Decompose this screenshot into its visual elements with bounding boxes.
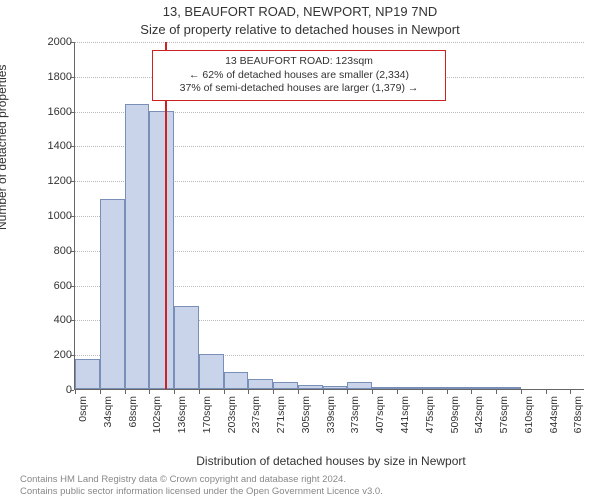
- x-tick-label: 237sqm: [250, 396, 262, 433]
- y-tick-mark: [70, 112, 74, 113]
- x-tick-label: 0sqm: [77, 396, 89, 422]
- histogram-bar: [149, 111, 174, 389]
- x-tick-label: 34sqm: [102, 396, 114, 428]
- histogram-bar: [422, 387, 447, 389]
- histogram-bar: [397, 387, 422, 389]
- annotation-line2: ← 62% of detached houses are smaller (2,…: [159, 69, 439, 83]
- x-tick-label: 271sqm: [275, 396, 287, 433]
- y-tick-label: 1200: [36, 175, 72, 187]
- histogram-bar: [199, 354, 224, 389]
- histogram-bar: [224, 372, 249, 389]
- histogram-bar: [347, 382, 372, 389]
- y-tick-mark: [70, 355, 74, 356]
- x-tick-label: 610sqm: [523, 396, 535, 433]
- histogram-bar: [100, 199, 125, 389]
- y-tick-mark: [70, 286, 74, 287]
- x-tick-label: 475sqm: [424, 396, 436, 433]
- x-tick-label: 170sqm: [201, 396, 213, 433]
- x-tick-label: 509sqm: [449, 396, 461, 433]
- x-tick-label: 441sqm: [399, 396, 411, 433]
- y-tick-label: 200: [36, 349, 72, 361]
- histogram-bar: [496, 387, 521, 389]
- y-tick-label: 600: [36, 280, 72, 292]
- y-tick-label: 0: [36, 384, 72, 396]
- histogram-bar: [298, 385, 323, 389]
- histogram-bar: [125, 104, 150, 389]
- x-tick-label: 339sqm: [325, 396, 337, 433]
- x-tick-label: 407sqm: [374, 396, 386, 433]
- y-axis-ticks: 0200400600800100012001400160018002000: [34, 42, 74, 390]
- y-tick-mark: [70, 181, 74, 182]
- y-tick-mark: [70, 216, 74, 217]
- x-tick-label: 542sqm: [473, 396, 485, 433]
- x-tick-label: 102sqm: [151, 396, 163, 433]
- x-tick-label: 136sqm: [176, 396, 188, 433]
- y-tick-mark: [70, 320, 74, 321]
- footer-attribution: Contains HM Land Registry data © Crown c…: [20, 474, 590, 498]
- gridline: [75, 42, 584, 43]
- annotation-line3: 37% of semi-detached houses are larger (…: [159, 82, 439, 96]
- y-tick-label: 1000: [36, 210, 72, 222]
- chart-title-line2: Size of property relative to detached ho…: [0, 22, 600, 37]
- x-tick-label: 68sqm: [127, 396, 139, 428]
- y-tick-mark: [70, 77, 74, 78]
- y-tick-label: 2000: [36, 36, 72, 48]
- footer-line1: Contains HM Land Registry data © Crown c…: [20, 474, 590, 486]
- annotation-box: 13 BEAUFORT ROAD: 123sqm ← 62% of detach…: [152, 50, 446, 101]
- x-tick-label: 373sqm: [349, 396, 361, 433]
- histogram-bar: [471, 387, 496, 389]
- histogram-bar: [248, 379, 273, 389]
- x-axis-label: Distribution of detached houses by size …: [74, 454, 588, 468]
- x-tick-label: 203sqm: [226, 396, 238, 433]
- plot-area: 13 BEAUFORT ROAD: 123sqm ← 62% of detach…: [74, 42, 584, 390]
- histogram-bar: [323, 386, 348, 389]
- histogram-bar: [372, 387, 397, 389]
- x-tick-label: 305sqm: [300, 396, 312, 433]
- y-axis-label: Number of detached properties: [0, 65, 9, 230]
- y-tick-mark: [70, 42, 74, 43]
- histogram-bar: [174, 306, 199, 389]
- y-tick-label: 1600: [36, 106, 72, 118]
- histogram-bar: [75, 359, 100, 389]
- annotation-line1: 13 BEAUFORT ROAD: 123sqm: [159, 55, 439, 69]
- y-tick-label: 400: [36, 314, 72, 326]
- x-axis-ticks: 0sqm 34sqm 68sqm 102sqm 136sqm 170sqm 203sqm 23…: [74, 390, 584, 450]
- x-tick-label: 576sqm: [498, 396, 510, 433]
- x-tick-label: 678sqm: [572, 396, 584, 433]
- y-tick-label: 1800: [36, 71, 72, 83]
- histogram-bar: [273, 382, 298, 389]
- chart-title-line1: 13, BEAUFORT ROAD, NEWPORT, NP19 7ND: [0, 4, 600, 19]
- y-tick-label: 1400: [36, 140, 72, 152]
- y-tick-mark: [70, 146, 74, 147]
- footer-line2: Contains public sector information licen…: [20, 486, 590, 498]
- x-tick-label: 644sqm: [548, 396, 560, 433]
- y-tick-label: 800: [36, 245, 72, 257]
- histogram-bar: [447, 387, 472, 389]
- y-tick-mark: [70, 251, 74, 252]
